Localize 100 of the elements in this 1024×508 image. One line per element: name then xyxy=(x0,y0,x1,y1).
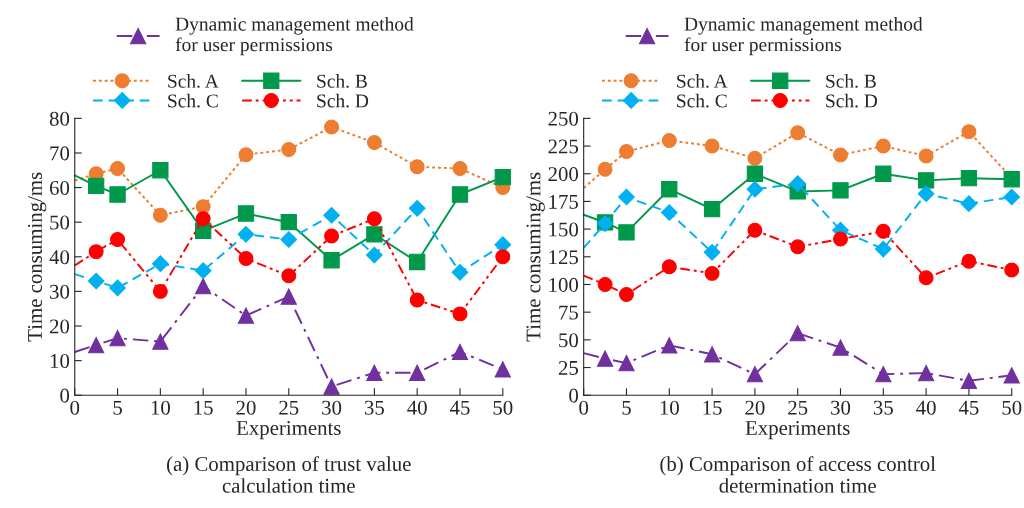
point xyxy=(961,253,977,269)
point xyxy=(195,199,211,215)
x-tick-label: 0 xyxy=(579,400,589,415)
point xyxy=(1003,188,1021,206)
x-axis-title: Experiments xyxy=(236,421,341,440)
point xyxy=(451,263,469,281)
legend-label: Sch. B xyxy=(317,74,367,88)
point xyxy=(452,306,468,322)
point xyxy=(619,286,634,302)
legend-label: Sch. B xyxy=(826,74,876,88)
point xyxy=(323,378,340,395)
point xyxy=(494,361,511,378)
y-tick-label: 225 xyxy=(548,139,579,154)
point xyxy=(452,161,468,177)
point xyxy=(280,231,298,248)
y-tick-label: 50 xyxy=(50,215,70,230)
y-tick-label: 25 xyxy=(558,360,579,375)
point xyxy=(237,225,255,243)
y-tick-label: 20 xyxy=(49,319,70,334)
legend-label: Sch. D xyxy=(317,93,369,108)
point xyxy=(110,232,126,247)
point xyxy=(409,292,425,308)
point xyxy=(195,211,211,227)
point xyxy=(323,206,340,224)
point xyxy=(194,262,212,280)
point xyxy=(832,182,849,199)
point xyxy=(280,288,297,305)
point xyxy=(366,135,382,151)
legend-label: Dynamic management method for user permissions xyxy=(175,16,414,56)
x-tick-label: 25 xyxy=(279,400,299,415)
point xyxy=(597,161,613,177)
point xyxy=(703,201,721,218)
point xyxy=(451,343,469,361)
y-tick-label: 175 xyxy=(549,194,579,209)
point xyxy=(789,175,807,193)
point xyxy=(87,336,105,354)
legend-label: Dynamic management method for user permissions xyxy=(684,16,923,56)
point xyxy=(747,222,763,238)
point xyxy=(281,268,297,284)
point xyxy=(366,226,383,243)
y-tick-label: 40 xyxy=(49,250,70,265)
point xyxy=(152,162,169,179)
y-tick-label: 200 xyxy=(548,167,579,182)
point xyxy=(324,119,340,135)
point xyxy=(661,337,678,354)
point xyxy=(109,186,126,203)
point xyxy=(660,204,678,221)
point xyxy=(280,214,297,231)
point xyxy=(832,339,849,356)
x-tick-label: 35 xyxy=(873,400,893,415)
point xyxy=(618,354,635,372)
legend-label: Sch. C xyxy=(677,93,727,108)
point xyxy=(109,279,126,297)
y-tick-label: 125 xyxy=(549,250,579,265)
point xyxy=(409,253,426,271)
point xyxy=(790,125,806,141)
point xyxy=(110,161,126,177)
point xyxy=(409,364,426,381)
point xyxy=(661,133,677,148)
y-tick-label: 0 xyxy=(60,388,70,403)
x-tick-label: 50 xyxy=(1002,400,1022,415)
point xyxy=(151,255,169,273)
point xyxy=(703,243,721,261)
point xyxy=(833,147,848,163)
point xyxy=(746,165,764,182)
point xyxy=(703,346,721,363)
legend-label: Sch. D xyxy=(826,93,878,108)
point xyxy=(323,252,340,269)
y-tick-label: 150 xyxy=(549,222,579,237)
x-tick-label: 40 xyxy=(407,400,427,415)
point xyxy=(195,278,212,295)
x-tick-label: 5 xyxy=(622,400,631,415)
x-tick-label: 50 xyxy=(493,400,513,415)
point xyxy=(152,207,168,223)
point xyxy=(875,366,892,383)
point xyxy=(747,150,763,166)
point xyxy=(704,138,720,154)
point xyxy=(324,228,340,244)
point xyxy=(960,372,978,389)
point xyxy=(366,246,383,264)
y-tick-label: 0 xyxy=(569,388,579,403)
point xyxy=(366,364,383,381)
point xyxy=(875,138,891,154)
point xyxy=(237,307,255,324)
y-tick-label: 70 xyxy=(50,146,70,161)
x-tick-label: 10 xyxy=(660,400,679,415)
point xyxy=(451,186,469,203)
point xyxy=(494,169,511,186)
x-tick-label: 0 xyxy=(70,400,80,415)
y-tick-label: 250 xyxy=(548,111,579,126)
point xyxy=(917,172,935,189)
point xyxy=(960,170,978,187)
point xyxy=(237,205,255,222)
x-tick-label: 30 xyxy=(831,400,851,415)
point xyxy=(597,277,613,292)
point xyxy=(238,251,254,266)
point xyxy=(918,148,934,164)
legend-label: Sch. A xyxy=(677,74,728,88)
point xyxy=(875,165,892,182)
point xyxy=(152,333,169,350)
